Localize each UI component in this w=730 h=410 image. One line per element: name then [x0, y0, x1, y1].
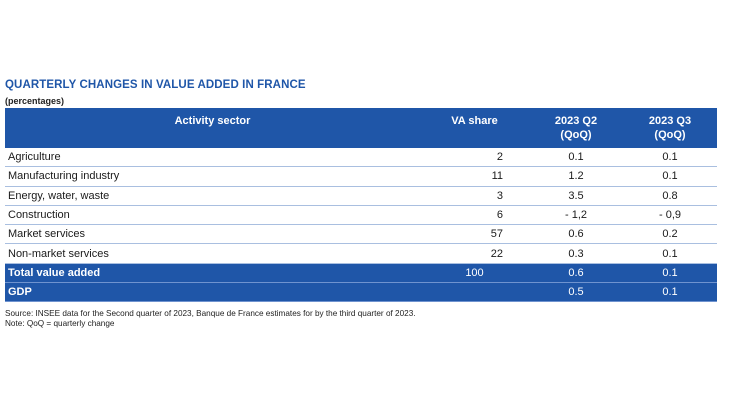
q2-cell: 0.5: [529, 282, 623, 303]
q3-cell: 0.1: [623, 166, 717, 187]
sector-cell: Total value added: [5, 263, 420, 284]
header-2023-q2-line1: 2023 Q2: [554, 115, 598, 127]
header-2023-q2-line2: (QoQ): [560, 129, 592, 141]
table-row: Market services 57 0.6 0.2: [5, 224, 717, 245]
q2-cell: 0.3: [529, 243, 623, 264]
sector-cell: Agriculture: [5, 148, 420, 168]
total-value-added-row: Total value added 100 0.6 0.1: [5, 263, 717, 284]
q3-cell: - 0,9: [623, 205, 717, 226]
sector-cell: Market services: [5, 224, 420, 245]
q2-cell: 0.6: [529, 224, 623, 245]
table-row: Construction 6 - 1,2 - 0,9: [5, 205, 717, 226]
table-header-row: Activity sector VA share 2023 Q2 (QoQ) 2…: [5, 108, 717, 148]
source-note: Source: INSEE data for the Second quarte…: [5, 309, 416, 319]
sector-cell: GDP: [5, 282, 420, 303]
va-share-cell: 3: [420, 186, 529, 206]
qoq-note: Note: QoQ = quarterly change: [5, 319, 115, 329]
header-2023-q3-line1: 2023 Q3: [648, 115, 692, 127]
header-activity-sector: Activity sector: [5, 108, 420, 148]
table-row: Manufacturing industry 11 1.2 0.1: [5, 166, 717, 187]
va-share-cell: 57: [420, 224, 529, 245]
sector-cell: Energy, water, waste: [5, 186, 420, 206]
q3-cell: 0.1: [623, 282, 717, 303]
table-row: Energy, water, waste 3 3.5 0.8: [5, 186, 717, 206]
sector-cell: Non-market services: [5, 243, 420, 264]
header-2023-q3-line2: (QoQ): [654, 129, 686, 141]
header-2023-q2: 2023 Q2 (QoQ): [529, 108, 623, 148]
header-2023-q3: 2023 Q3 (QoQ): [623, 108, 717, 148]
table-title: QUARTERLY CHANGES IN VALUE ADDED IN FRAN…: [5, 79, 306, 91]
header-va-share-label: VA share: [451, 115, 498, 127]
table-row: Non-market services 22 0.3 0.1: [5, 243, 717, 264]
header-activity-sector-label: Activity sector: [174, 115, 251, 127]
va-share-cell: [420, 282, 529, 303]
table-subtitle: (percentages): [5, 96, 65, 106]
va-share-cell: 100: [420, 263, 529, 284]
q2-cell: 1.2: [529, 166, 623, 187]
gdp-row: GDP 0.5 0.1: [5, 282, 717, 303]
header-va-share: VA share: [420, 108, 529, 148]
q2-cell: - 1,2: [529, 205, 623, 226]
va-share-cell: 22: [420, 243, 529, 264]
sector-cell: Construction: [5, 205, 420, 226]
va-share-cell: 11: [420, 166, 529, 187]
q3-cell: 0.8: [623, 186, 717, 206]
q2-cell: 0.1: [529, 148, 623, 168]
value-added-table: Activity sector VA share 2023 Q2 (QoQ) 2…: [5, 108, 717, 303]
sector-cell: Manufacturing industry: [5, 166, 420, 187]
q3-cell: 0.1: [623, 148, 717, 168]
va-share-cell: 2: [420, 148, 529, 168]
q2-cell: 3.5: [529, 186, 623, 206]
q3-cell: 0.1: [623, 263, 717, 284]
va-share-cell: 6: [420, 205, 529, 226]
q3-cell: 0.1: [623, 243, 717, 264]
table-notes: Source: INSEE data for the Second quarte…: [5, 309, 717, 329]
table-row: Agriculture 2 0.1 0.1: [5, 148, 717, 168]
q2-cell: 0.6: [529, 263, 623, 284]
table-figure: QUARTERLY CHANGES IN VALUE ADDED IN FRAN…: [5, 78, 717, 329]
q3-cell: 0.2: [623, 224, 717, 245]
